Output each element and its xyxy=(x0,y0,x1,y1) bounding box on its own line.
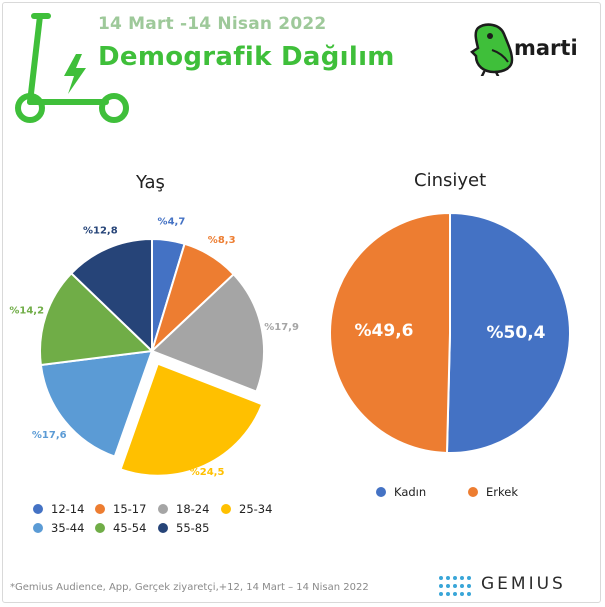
gender-pie-chart: %50,4 %49,6 xyxy=(329,211,571,454)
legend-item-45-54: 45-54 xyxy=(95,521,146,535)
legend-item-12-14: 12-14 xyxy=(33,502,84,516)
legend-item-55-85: 55-85 xyxy=(158,521,209,535)
pie-slice-erkek xyxy=(329,211,451,454)
gender-chart-title: Cinsiyet xyxy=(414,170,487,191)
legend-swatch xyxy=(376,487,386,497)
legend-swatch xyxy=(158,523,168,533)
legend-item-kadin: Kadın xyxy=(376,485,426,499)
age-chart-title: Yaş xyxy=(136,172,165,193)
data-label-15-17: %8,3 xyxy=(208,235,236,246)
gemius-dots-icon xyxy=(439,576,471,596)
age-pie-chart: %4,7 %8,3 %17,9 %24,5 %17,6 %14,2 %12,8 xyxy=(9,216,299,478)
legend-item-erkek: Erkek xyxy=(468,485,518,499)
legend-label: 25-34 xyxy=(239,502,273,516)
data-label-kad-n: %50,4 xyxy=(487,323,546,343)
date-range: 14 Mart -14 Nisan 2022 xyxy=(98,14,327,34)
legend-item-25-34: 25-34 xyxy=(221,502,272,516)
data-label-erkek: %49,6 xyxy=(355,321,414,341)
legend-item-15-17: 15-17 xyxy=(95,502,146,516)
legend-swatch xyxy=(95,504,105,514)
data-label-35-44: %17,6 xyxy=(32,430,67,441)
legend-item-18-24: 18-24 xyxy=(158,502,209,516)
pie-slice-25-34 xyxy=(119,362,264,477)
legend-label: 12-14 xyxy=(51,502,85,516)
page-title: Demografik Dağılım xyxy=(98,42,395,72)
legend-label: 35-44 xyxy=(51,521,85,535)
legend-swatch xyxy=(221,504,231,514)
pie-slice-35-44 xyxy=(39,349,154,458)
legend-label: 55-85 xyxy=(176,521,210,535)
data-label-45-54: %14,2 xyxy=(9,305,44,316)
scooter-icon xyxy=(15,13,129,123)
gemius-brand-text: GEMIUS xyxy=(481,574,566,594)
data-label-25-34: %24,5 xyxy=(190,467,225,478)
data-label-55-85: %12,8 xyxy=(83,226,118,237)
pie-slice-55-85 xyxy=(69,237,153,354)
legend-swatch xyxy=(33,504,43,514)
legend-label: 18-24 xyxy=(176,502,210,516)
pie-slice-45-54 xyxy=(39,271,155,367)
data-label-18-24: %17,9 xyxy=(264,322,299,333)
legend-label: Erkek xyxy=(486,485,518,499)
marti-bird-logo-icon xyxy=(470,23,514,76)
source-footnote: *Gemius Audience, App, Gerçek ziyaretçi,… xyxy=(10,582,369,593)
legend-label: Kadın xyxy=(394,485,427,499)
pie-slice-kad-n xyxy=(445,211,571,454)
pie-slice-18-24 xyxy=(150,272,265,393)
legend-swatch xyxy=(158,504,168,514)
legend-swatch xyxy=(468,487,478,497)
legend-label: 15-17 xyxy=(113,502,147,516)
legend-item-35-44: 35-44 xyxy=(33,521,84,535)
data-label-12-14: %4,7 xyxy=(158,216,186,227)
legend-label: 45-54 xyxy=(113,521,147,535)
brand-logo-text: marti xyxy=(514,36,578,60)
legend-swatch xyxy=(95,523,105,533)
legend-swatch xyxy=(33,523,43,533)
